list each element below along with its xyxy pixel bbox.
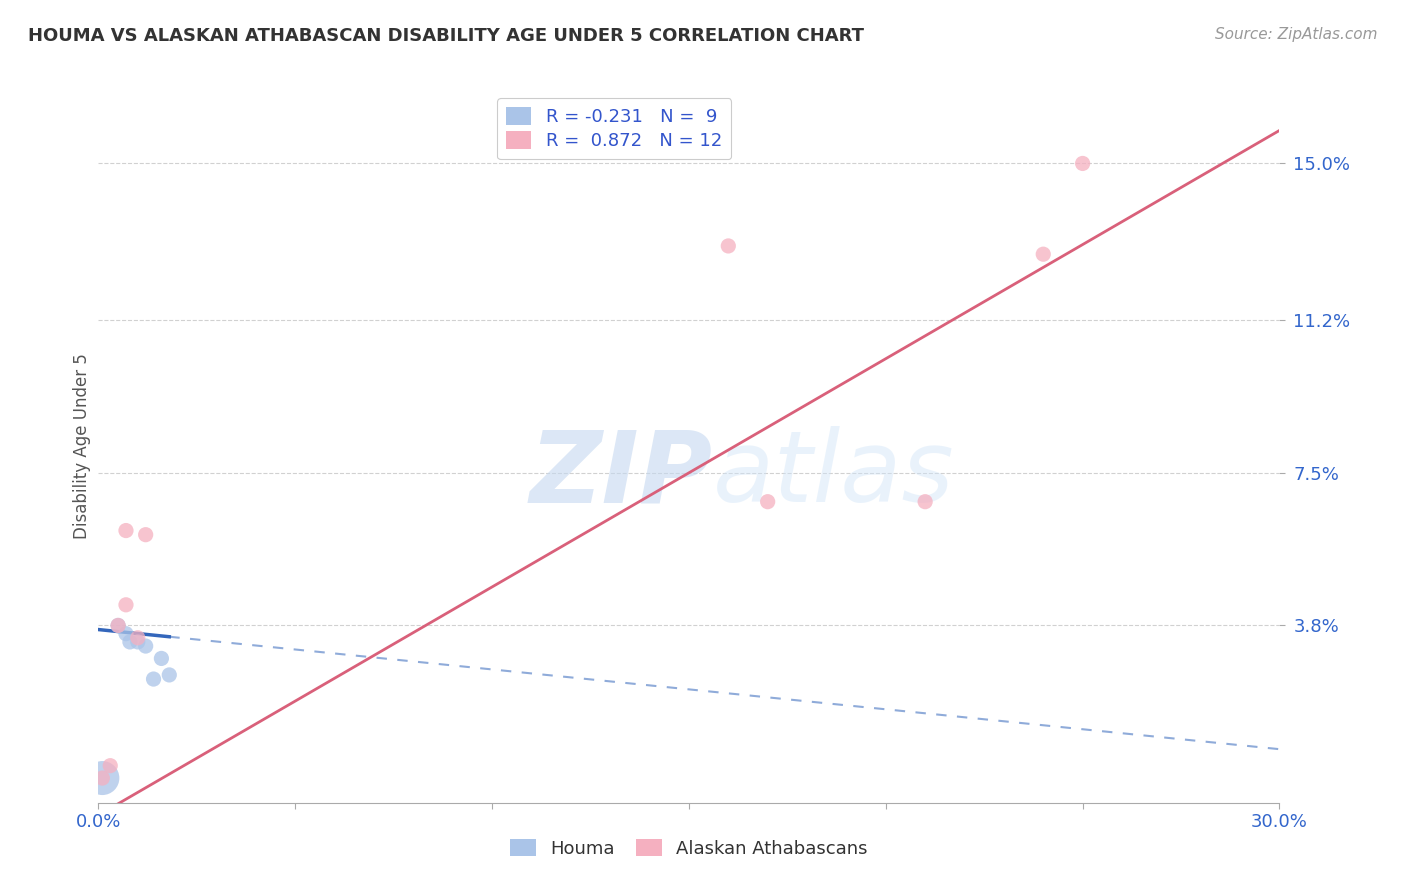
Point	[135, 639, 157, 653]
Point	[127, 631, 149, 645]
Point	[127, 635, 149, 649]
Point	[756, 494, 779, 508]
Point	[107, 618, 129, 632]
Point	[914, 494, 936, 508]
Point	[91, 771, 114, 785]
Point	[157, 668, 180, 682]
Point	[118, 635, 141, 649]
Y-axis label: Disability Age Under 5: Disability Age Under 5	[73, 353, 91, 539]
Point	[115, 598, 138, 612]
Point	[150, 651, 173, 665]
Point	[142, 672, 165, 686]
Text: HOUMA VS ALASKAN ATHABASCAN DISABILITY AGE UNDER 5 CORRELATION CHART: HOUMA VS ALASKAN ATHABASCAN DISABILITY A…	[28, 27, 865, 45]
Point	[115, 524, 138, 538]
Point	[107, 618, 129, 632]
Point	[91, 771, 114, 785]
Text: atlas: atlas	[713, 426, 955, 523]
Legend: Houma, Alaskan Athabascans: Houma, Alaskan Athabascans	[503, 832, 875, 865]
Text: ZIP: ZIP	[530, 426, 713, 523]
Point	[1071, 156, 1094, 170]
Point	[1032, 247, 1054, 261]
Text: Source: ZipAtlas.com: Source: ZipAtlas.com	[1215, 27, 1378, 42]
Point	[717, 239, 740, 253]
Point	[135, 527, 157, 541]
Point	[98, 758, 121, 772]
Point	[115, 626, 138, 640]
